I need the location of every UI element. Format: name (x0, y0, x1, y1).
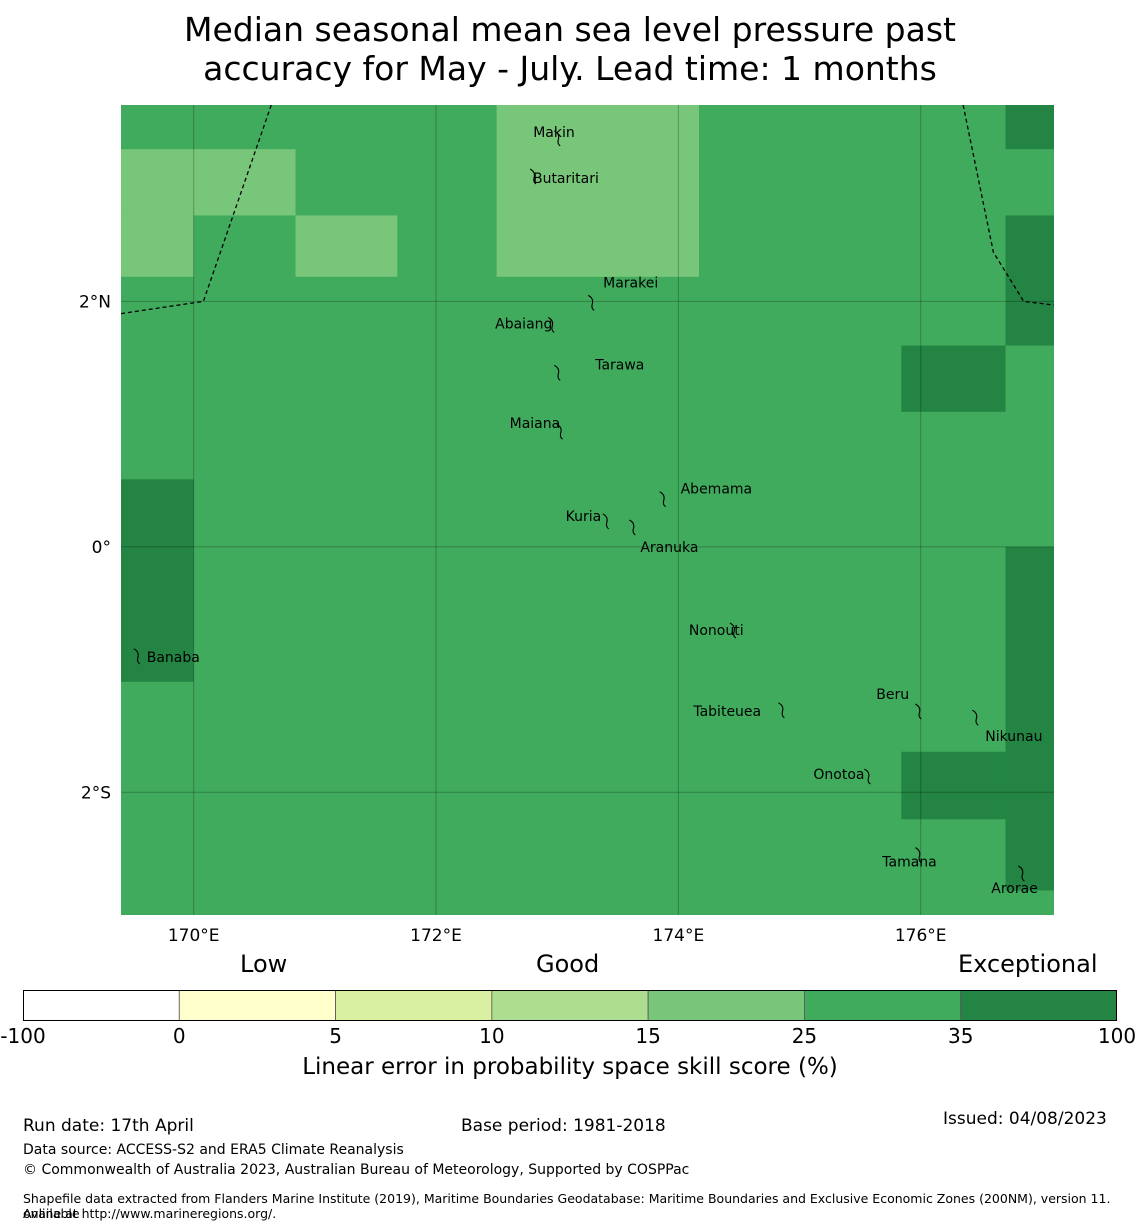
lat-tick-label: 0° (92, 538, 111, 558)
skill-cell-2 (121, 215, 194, 277)
island-label: Nonouti (689, 623, 744, 639)
lon-tick-label: 170°E (168, 926, 220, 946)
island-label: Butaritari (533, 171, 599, 187)
island-outline (729, 622, 737, 639)
colorbar-frame (23, 990, 1117, 1021)
skill-cell-4 (496, 105, 699, 277)
lon-tick-label: 176°E (895, 926, 947, 946)
island-label: Marakei (603, 275, 658, 291)
lat-tick-label: 2°S (81, 783, 111, 803)
island-label: Abemama (681, 482, 753, 498)
island-outline (556, 423, 563, 440)
colorbar-bin (491, 990, 649, 1021)
island-outline (659, 491, 666, 508)
island-label: Nikunau (985, 729, 1042, 745)
island-outline (1018, 865, 1025, 882)
skill-cell-1 (121, 149, 296, 216)
colorbar-bin (804, 990, 962, 1021)
colorbar-tick-label: 0 (172, 1024, 186, 1048)
issued-date: Issued: 04/08/2023 (943, 1109, 1107, 1129)
island-outline (915, 703, 922, 720)
colorbar-bin (960, 990, 1117, 1021)
island-outline (864, 768, 871, 785)
skill-cell-8 (1005, 546, 1054, 891)
island-markers: Makin Butaritari Marakei Abaiang Tarawa Maian… (133, 125, 1042, 897)
run-date: Run date: 17th April (23, 1116, 194, 1136)
island-label: Onotoa (813, 767, 864, 783)
colorbar-label: Linear error in probability space skill … (302, 1054, 838, 1080)
island-outline (971, 709, 979, 726)
colorbar-bin (178, 990, 336, 1021)
island-outline (778, 702, 785, 719)
skill-cell-7 (121, 479, 194, 682)
lon-tick-label: 172°E (410, 926, 462, 946)
shapefile-credit-line-1: Shapefile data extracted from Flanders M… (23, 1191, 1111, 1221)
island-outline (602, 513, 610, 530)
skill-cell-6 (901, 345, 1006, 412)
scale-word-exceptional: Exceptional (958, 950, 1098, 978)
skill-cell-5 (1005, 215, 1054, 346)
island-label: Tabiteuea (692, 704, 761, 720)
island-outline (529, 168, 537, 185)
colorbar-bin (647, 990, 805, 1021)
colorbar-tick-label: 35 (947, 1024, 974, 1048)
island-label: Makin (533, 125, 575, 141)
skill-cell-0 (1005, 105, 1054, 150)
graticule (121, 105, 1054, 915)
scale-word-good: Good (536, 950, 600, 978)
skill-score-map: Makin Butaritari Marakei Abaiang Tarawa Maian… (79, 104, 1055, 946)
skill-cells (121, 105, 1054, 915)
island-label: Tamana (881, 855, 936, 871)
colorbar-tick-label: 100 (1097, 1024, 1137, 1048)
island-outline (629, 519, 636, 536)
skill-cell-3 (295, 215, 398, 277)
island-label: Kuria (566, 509, 602, 525)
lat-tick-label: 2°N (79, 292, 111, 312)
island-label: Banaba (147, 650, 200, 666)
data-source: Data source: ACCESS-S2 and ERA5 Climate … (23, 1142, 404, 1158)
island-outline (915, 847, 922, 864)
island-outline (553, 130, 561, 147)
island-outline (547, 316, 555, 333)
colorbar-bin (23, 990, 180, 1021)
island-label: Arorae (991, 881, 1038, 897)
shapefile-credit-line-2: online at http://www.marineregions.org/. (23, 1206, 277, 1221)
island-label: Maiana (510, 416, 561, 432)
island-label: Tarawa (594, 357, 644, 373)
lon-tick-label: 174°E (653, 926, 705, 946)
island-label: Aranuka (640, 540, 698, 556)
scale-word-low: Low (240, 950, 288, 978)
colorbar-bin (335, 990, 493, 1021)
colorbar-tick-label: 10 (479, 1024, 505, 1048)
skill-cell-9 (901, 751, 1006, 820)
copyright: © Commonwealth of Australia 2023, Austra… (23, 1162, 690, 1178)
island-outline (587, 294, 595, 311)
colorbar-tick-label: 25 (791, 1024, 818, 1048)
axis-labels: 170°E 172°E 174°E 176°E 2°N 0° 2°S (79, 292, 947, 946)
colorbar-tick-label: -100 (0, 1024, 46, 1048)
island-outline (133, 648, 141, 665)
title-line-1: Median seasonal mean sea level pressure … (184, 10, 956, 49)
island-label: Beru (876, 687, 909, 703)
colorbar (23, 990, 1117, 1021)
base-period: Base period: 1981-2018 (461, 1116, 666, 1136)
title-line-2: accuracy for May - July. Lead time: 1 mo… (203, 49, 937, 88)
colorbar-tick-label: 5 (329, 1024, 342, 1048)
island-outline (553, 364, 561, 381)
colorbar-tick-label: 15 (635, 1024, 661, 1048)
island-label: Abaiang (495, 316, 552, 332)
map-title: Median seasonal mean sea level pressure … (0, 10, 1140, 88)
